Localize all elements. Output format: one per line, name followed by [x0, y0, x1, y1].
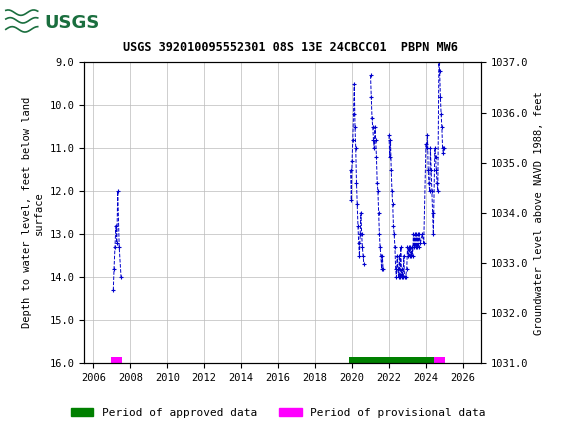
FancyBboxPatch shape [5, 3, 89, 43]
Legend: Period of approved data, Period of provisional data: Period of approved data, Period of provi… [66, 403, 491, 422]
Text: USGS 392010095552301 08S 13E 24CBCC01  PBPN MW6: USGS 392010095552301 08S 13E 24CBCC01 PB… [122, 41, 458, 54]
Y-axis label: Groundwater level above NAVD 1988, feet: Groundwater level above NAVD 1988, feet [534, 91, 544, 335]
Y-axis label: Depth to water level, feet below land
surface: Depth to water level, feet below land su… [22, 97, 44, 329]
Text: USGS: USGS [44, 14, 99, 31]
